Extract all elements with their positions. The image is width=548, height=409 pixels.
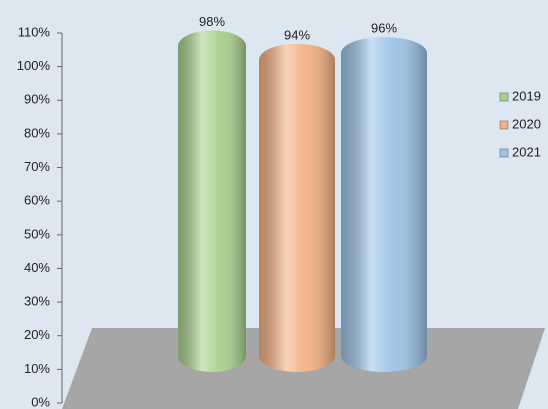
bar: [178, 30, 246, 372]
legend-label: 2019: [512, 88, 541, 103]
y-tick-label: 70%: [24, 159, 50, 174]
legend-marker: [499, 92, 509, 102]
data-label: 94%: [284, 27, 310, 42]
y-tick-label: 40%: [24, 260, 50, 275]
y-tick-label: 10%: [24, 361, 50, 376]
legend-marker: [499, 120, 509, 130]
data-label: 98%: [199, 14, 225, 29]
y-tick-label: 50%: [24, 226, 50, 241]
data-label: 96%: [371, 21, 397, 36]
bar: [341, 37, 427, 372]
y-tick-label: 30%: [24, 294, 50, 309]
legend-label: 2020: [512, 116, 541, 131]
bar: [259, 43, 335, 373]
y-tick-label: 100%: [17, 58, 51, 73]
legend-label: 2021: [512, 144, 541, 159]
y-tick-label: 60%: [24, 193, 50, 208]
legend-marker: [499, 148, 509, 158]
y-tick-label: 110%: [18, 24, 51, 39]
y-tick-label: 80%: [24, 125, 50, 140]
y-tick-label: 90%: [24, 92, 50, 107]
y-tick-label: 20%: [24, 327, 50, 342]
y-tick-label: 0%: [31, 394, 50, 409]
